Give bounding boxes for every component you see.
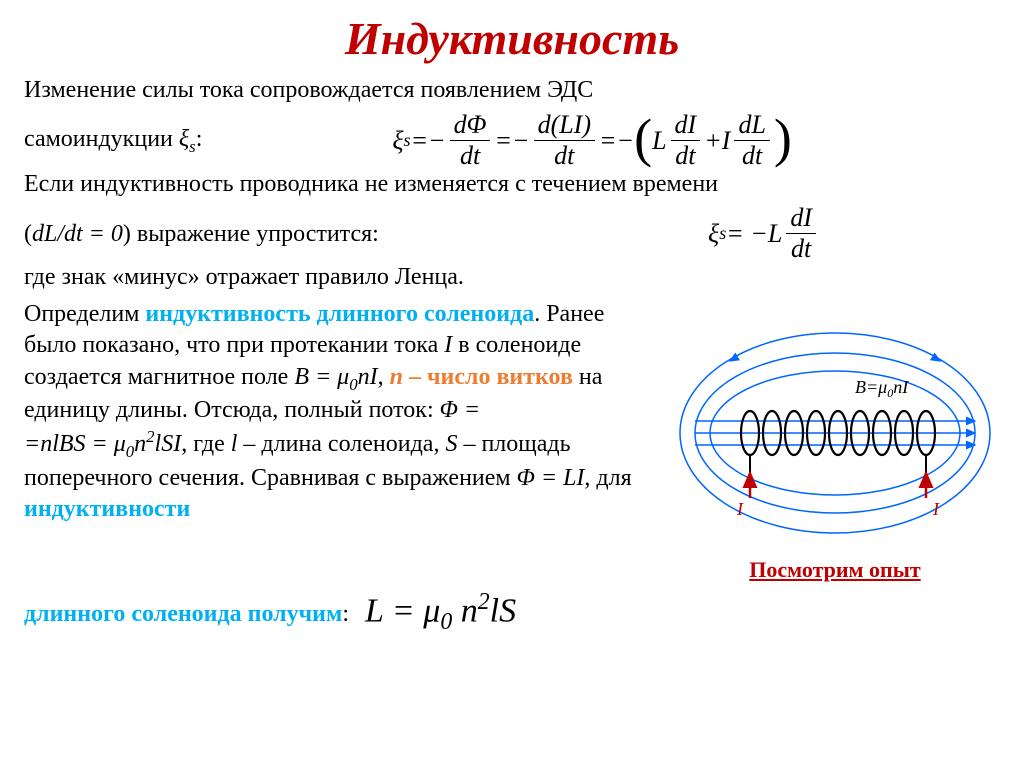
- frac-den: dt: [671, 141, 699, 169]
- frac-num: d(LI): [534, 112, 595, 141]
- comma: ,: [378, 364, 390, 390]
- frac-3: dI dt: [671, 112, 701, 169]
- flux-n: n: [134, 431, 146, 457]
- frac-den: dt: [456, 141, 484, 169]
- frac-num: dΦ: [450, 112, 491, 141]
- eq-plus: +: [704, 124, 722, 157]
- eq-lhs-sub: s: [404, 129, 411, 152]
- final-equation: L = μ0 n2lS: [365, 587, 516, 638]
- slide-title: Индуктивность: [24, 12, 1000, 65]
- frac-den: dt: [738, 141, 766, 169]
- coef-I: I: [722, 124, 731, 157]
- frac-den: dt: [550, 141, 578, 169]
- eq-minus2: −: [512, 124, 530, 157]
- right-column: I I B=μ0nI Посмотрим опыт: [670, 299, 1000, 583]
- Phi-LI: Φ = LI: [517, 465, 585, 491]
- xi-symbol: ξ: [179, 126, 189, 152]
- svg-text:B=μ0nI: B=μ0nI: [855, 377, 909, 400]
- I-label-left: I: [736, 499, 744, 519]
- text-fragment: , для: [584, 465, 631, 491]
- colon: :: [342, 601, 349, 627]
- slide-root: Индуктивность Изменение силы тока сопров…: [0, 0, 1024, 768]
- paren-open: (: [24, 221, 32, 247]
- final-n: n: [452, 592, 478, 629]
- symbol-S: S: [445, 431, 457, 457]
- B-label: B=μ: [855, 377, 887, 397]
- text-fragment: самоиндукции: [24, 126, 179, 152]
- colon: :: [196, 126, 203, 152]
- final-sub: 0: [440, 609, 452, 635]
- frac-1: dΦ dt: [450, 112, 491, 169]
- B-eq: B = μ: [294, 364, 349, 390]
- frac-num: dL: [734, 112, 769, 141]
- nI: nI: [358, 364, 378, 390]
- solenoid-diagram: I I B=μ0nI: [675, 323, 995, 543]
- cyan-text-3: длинного соленоида получим: [24, 601, 342, 627]
- text-fragment: , где: [181, 431, 231, 457]
- mu-sub: 0: [349, 374, 357, 393]
- cond-expr: dL/dt = 0: [32, 221, 123, 247]
- eq-minus1: −: [428, 124, 446, 157]
- cyan-text-2: индуктивности: [24, 496, 190, 522]
- intro-line2-row: самоиндукции ξs: ξs = − dΦ dt = − d(LI) …: [24, 112, 1000, 169]
- cond-line2: (dL/dt = 0) выражение упростится:: [24, 219, 379, 250]
- n-desc: – число витков: [403, 364, 573, 390]
- flux-expr: =nlBS = μ: [24, 431, 126, 457]
- lparen: (: [634, 114, 652, 163]
- frac-num: dI: [786, 205, 816, 234]
- text-fragment: – длина соленоида,: [237, 431, 445, 457]
- eq-lhs: ξ: [392, 124, 403, 157]
- text-fragment: Определим: [24, 301, 145, 327]
- frac-den: dt: [787, 234, 815, 262]
- cond-line2-row: (dL/dt = 0) выражение упростится: ξs = −…: [24, 205, 1000, 262]
- eq-eq: =: [411, 124, 429, 157]
- I-label-right: I: [932, 499, 940, 519]
- cond-line1: Если индуктивность проводника не изменяе…: [24, 169, 1000, 200]
- coef-L: L: [652, 124, 666, 157]
- frac-2: d(LI) dt: [534, 112, 595, 169]
- flux-tail: lSI: [155, 431, 182, 457]
- eq2-lhs: ξ: [708, 217, 719, 250]
- bottom-line: длинного соленоида получим: L = μ0 n2lS: [24, 587, 1000, 638]
- experiment-link[interactable]: Посмотрим опыт: [749, 557, 920, 583]
- two-column-region: Определим индуктивность длинного соленои…: [24, 299, 1000, 583]
- final-L: L = μ: [365, 592, 440, 629]
- intro-block: Изменение силы тока сопровождается появл…: [24, 75, 1000, 169]
- final-exp: 2: [478, 589, 490, 615]
- n-orange: n: [390, 364, 403, 390]
- eq2-eq: = −L: [726, 217, 782, 250]
- final-tail: lS: [490, 592, 516, 629]
- eq-eq3: =: [599, 124, 617, 157]
- cond-block: Если индуктивность проводника не изменяе…: [24, 169, 1000, 263]
- mu-sub2: 0: [126, 442, 134, 461]
- cyan-text-1: индуктивность длинного соленоида: [145, 301, 534, 327]
- cond-close: ) выражение упростится:: [123, 221, 379, 247]
- frac-4: dL dt: [734, 112, 769, 169]
- lenz-line: где знак «минус» отражает правило Ленца.: [24, 262, 1000, 293]
- equation-2: ξs = −L dI dt: [708, 205, 820, 262]
- frac-5: dI dt: [786, 205, 816, 262]
- Phi: Φ =: [440, 397, 480, 423]
- flux-exp: 2: [146, 427, 154, 446]
- intro-line1: Изменение силы тока сопровождается появл…: [24, 75, 1000, 106]
- frac-num: dI: [671, 112, 701, 141]
- equation-1: ξs = − dΦ dt = − d(LI) dt = − ( L d: [392, 112, 792, 169]
- eq-minus3: −: [617, 124, 635, 157]
- rparen: ): [774, 114, 792, 163]
- left-column: Определим индуктивность длинного соленои…: [24, 299, 656, 583]
- eq2-sub: s: [719, 222, 726, 245]
- intro-line2-text: самоиндукции ξs:: [24, 124, 202, 157]
- eq-eq2: =: [494, 124, 512, 157]
